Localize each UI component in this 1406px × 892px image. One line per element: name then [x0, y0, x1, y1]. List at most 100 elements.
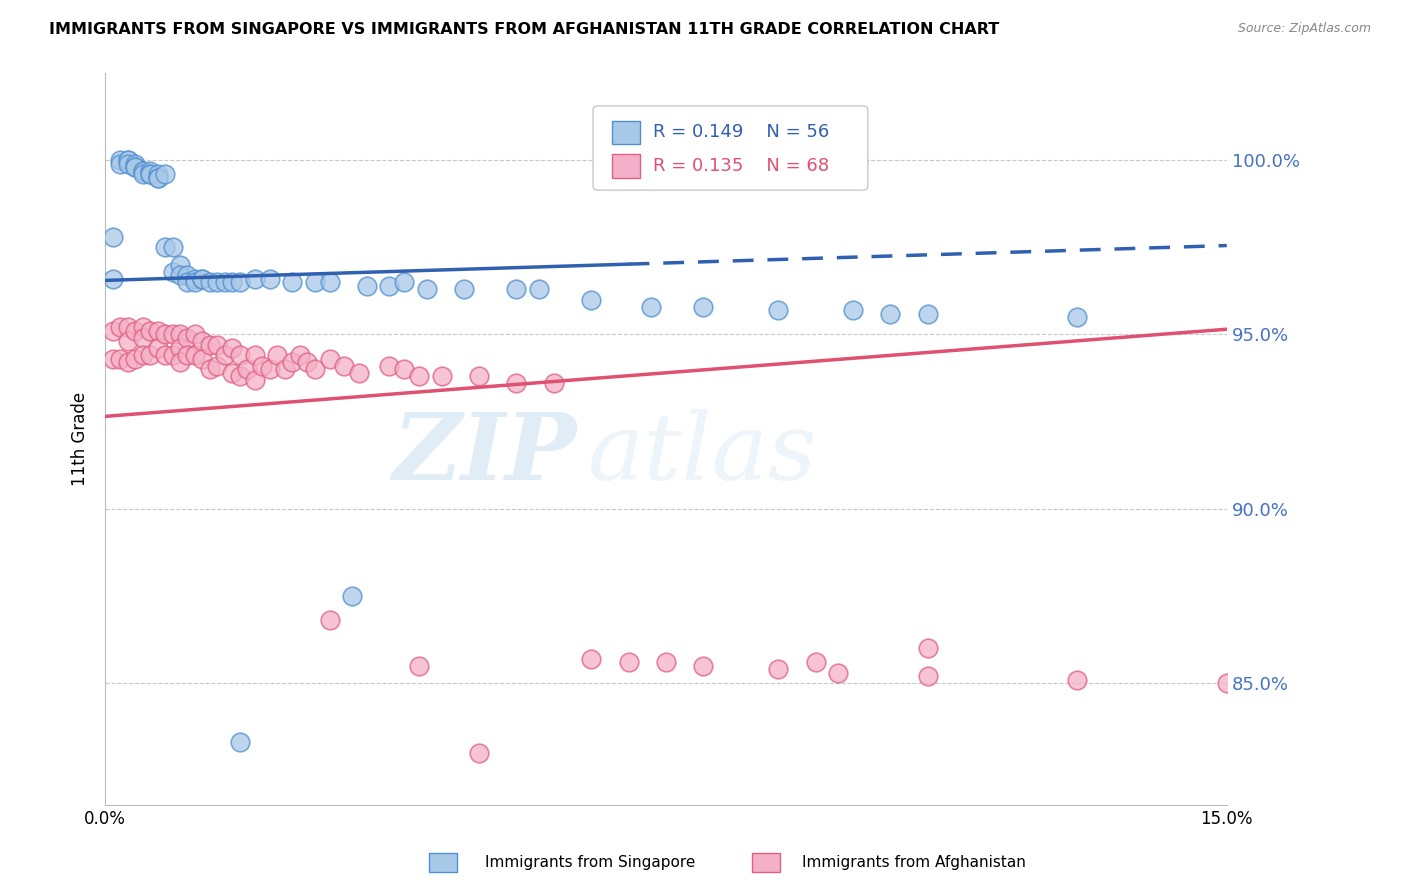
Point [804, 655, 827, 669]
Point [146, 167, 169, 181]
Point [505, 376, 527, 391]
Point [766, 303, 789, 318]
Point [124, 324, 146, 338]
Point [198, 362, 221, 376]
Point [221, 366, 243, 380]
Point [281, 275, 304, 289]
Point [394, 275, 416, 289]
Point [184, 327, 207, 342]
Point [117, 153, 139, 168]
Point [221, 342, 243, 356]
Point [176, 331, 198, 345]
Point [184, 271, 207, 285]
Point [139, 324, 162, 338]
Point [124, 160, 146, 174]
Point [229, 369, 252, 384]
Point [655, 655, 678, 669]
Point [640, 300, 662, 314]
Point [304, 275, 326, 289]
Point [131, 163, 153, 178]
Point [162, 327, 184, 342]
Point [236, 362, 259, 376]
Point [101, 351, 124, 366]
Text: R = 0.149    N = 56: R = 0.149 N = 56 [652, 123, 828, 141]
Point [827, 665, 849, 680]
Point [139, 167, 162, 181]
Point [543, 376, 565, 391]
Text: Immigrants from Afghanistan: Immigrants from Afghanistan [801, 855, 1026, 870]
Point [243, 348, 266, 362]
Point [917, 669, 939, 683]
Point [453, 282, 475, 296]
Point [191, 271, 214, 285]
Point [131, 331, 153, 345]
Point [176, 268, 198, 282]
Point [108, 320, 131, 334]
Point [117, 153, 139, 168]
Point [108, 153, 131, 168]
Point [169, 327, 191, 342]
Point [153, 327, 176, 342]
Point [169, 258, 191, 272]
Point [153, 348, 176, 362]
Point [468, 369, 491, 384]
Text: R = 0.135    N = 68: R = 0.135 N = 68 [652, 157, 828, 175]
Point [229, 348, 252, 362]
Point [191, 351, 214, 366]
Point [430, 369, 453, 384]
Point [221, 275, 243, 289]
Point [229, 275, 252, 289]
Point [1066, 673, 1088, 687]
Point [153, 167, 176, 181]
Point [207, 275, 229, 289]
Point [259, 362, 281, 376]
Point [879, 306, 901, 320]
Point [124, 160, 146, 174]
Bar [612, 120, 640, 144]
Y-axis label: 11th Grade: 11th Grade [72, 392, 89, 486]
Point [214, 275, 236, 289]
Point [468, 746, 491, 760]
Point [692, 300, 714, 314]
Point [692, 658, 714, 673]
Point [214, 348, 236, 362]
Point [146, 342, 169, 356]
Point [408, 658, 430, 673]
Point [162, 348, 184, 362]
Point [207, 359, 229, 373]
Point [318, 275, 340, 289]
Point [101, 230, 124, 244]
Point [288, 348, 311, 362]
Point [579, 293, 602, 307]
Text: ZIP: ZIP [392, 409, 576, 499]
Point [131, 348, 153, 362]
Point [146, 170, 169, 185]
Point [378, 359, 401, 373]
Point [169, 342, 191, 356]
Text: atlas: atlas [588, 409, 817, 499]
Text: Source: ZipAtlas.com: Source: ZipAtlas.com [1237, 22, 1371, 36]
Point [153, 240, 176, 254]
Point [139, 348, 162, 362]
Point [162, 240, 184, 254]
Point [191, 271, 214, 285]
Point [579, 651, 602, 665]
Point [842, 303, 865, 318]
Point [281, 355, 304, 369]
Point [184, 348, 207, 362]
Point [162, 265, 184, 279]
Point [191, 334, 214, 349]
Point [333, 359, 356, 373]
Point [415, 282, 437, 296]
Point [101, 324, 124, 338]
Point [124, 156, 146, 170]
Point [766, 662, 789, 676]
Point [295, 355, 318, 369]
Point [146, 170, 169, 185]
Point [176, 348, 198, 362]
Point [169, 355, 191, 369]
Point [1216, 676, 1239, 690]
Point [124, 351, 146, 366]
Point [505, 282, 527, 296]
Bar [612, 154, 640, 178]
